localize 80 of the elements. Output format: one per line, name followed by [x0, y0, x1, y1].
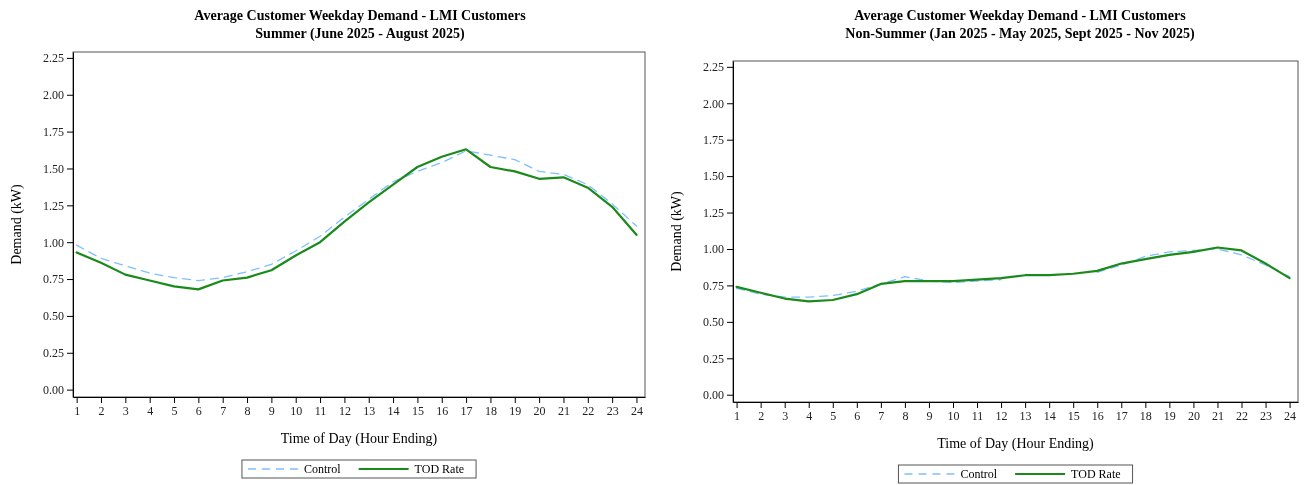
x-tick-label: 17	[1115, 408, 1128, 423]
chart-title: Average Customer Weekday Demand - LMI Customers	[194, 8, 527, 23]
chart-subtitle: Summer (June 2025 - August 2025)	[255, 26, 466, 42]
y-tick-label: 0.25	[43, 346, 64, 361]
x-tick-label: 14	[387, 403, 400, 418]
x-tick-label: 12	[338, 403, 351, 418]
x-tick-label: 11	[971, 408, 984, 423]
x-tick-label: 14	[1043, 408, 1056, 423]
y-tick-label: 1.25	[703, 205, 724, 220]
x-tick-label: 1	[74, 403, 81, 418]
x-tick-label: 4	[147, 403, 154, 418]
y-tick-label: 0.50	[43, 309, 64, 324]
x-tick-label: 6	[854, 408, 861, 423]
x-tick-label: 19	[1163, 408, 1176, 423]
x-tick-label: 18	[1139, 408, 1152, 423]
chart-subtitle: Non-Summer (Jan 2025 - May 2025, Sept 2025 - Nov 2025)	[845, 26, 1195, 42]
x-tick-label: 15	[411, 403, 424, 418]
x-tick-label: 9	[268, 403, 275, 418]
x-tick-label: 1	[734, 408, 741, 423]
x-tick-label: 23	[606, 403, 619, 418]
y-tick-label: 1.75	[703, 133, 724, 148]
x-tick-label: 8	[902, 408, 909, 423]
x-tick-label: 22	[582, 403, 595, 418]
y-tick-label: 1.00	[703, 242, 724, 257]
y-tick-label: 0.75	[703, 278, 724, 293]
legend-label: TOD Rate	[414, 462, 465, 476]
x-axis-title: Time of Day (Hour Ending)	[280, 431, 438, 447]
y-tick-label: 0.00	[703, 388, 724, 403]
x-tick-label: 24	[630, 403, 643, 418]
legend-label: Control	[303, 462, 342, 476]
x-tick-label: 4	[806, 408, 813, 423]
x-tick-label: 19	[509, 403, 522, 418]
x-tick-label: 5	[830, 408, 837, 423]
y-tick-label: 2.00	[703, 96, 724, 111]
x-tick-label: 5	[171, 403, 178, 418]
y-tick-label: 2.00	[43, 88, 64, 103]
y-tick-label: 1.75	[43, 124, 64, 139]
x-tick-label: 10	[290, 403, 303, 418]
x-tick-label: 13	[1019, 408, 1032, 423]
y-tick-label: 2.25	[43, 51, 64, 66]
y-tick-label: 0.25	[703, 351, 724, 366]
x-tick-label: 6	[195, 403, 202, 418]
x-tick-label: 12	[995, 408, 1008, 423]
x-tick-label: 22	[1236, 408, 1248, 423]
x-tick-label: 8	[244, 403, 251, 418]
legend-label: Control	[960, 467, 998, 481]
x-axis-title: Time of Day (Hour Ending)	[937, 436, 1095, 452]
x-tick-label: 2	[98, 403, 105, 418]
y-tick-label: 1.50	[703, 169, 724, 184]
x-tick-label: 20	[1187, 408, 1200, 423]
x-tick-label: 7	[220, 403, 227, 418]
x-tick-label: 3	[782, 408, 789, 423]
x-tick-label: 17	[460, 403, 473, 418]
y-tick-label: 1.00	[43, 235, 64, 250]
y-tick-label: 1.25	[43, 198, 64, 213]
y-tick-label: 2.25	[703, 60, 724, 75]
x-tick-label: 11	[314, 403, 327, 418]
x-tick-label: 10	[947, 408, 960, 423]
x-tick-label: 21	[557, 403, 570, 418]
legend-label: TOD Rate	[1071, 467, 1121, 481]
chart-title: Average Customer Weekday Demand - LMI Customers	[854, 8, 1187, 23]
x-tick-label: 9	[926, 408, 933, 423]
y-tick-label: 0.00	[43, 382, 64, 397]
x-tick-label: 23	[1260, 408, 1273, 423]
y-axis-title: Demand (kW)	[9, 183, 25, 265]
x-tick-label: 21	[1211, 408, 1224, 423]
x-tick-label: 3	[122, 403, 129, 418]
y-tick-label: 1.50	[43, 161, 64, 176]
x-tick-label: 2	[758, 408, 765, 423]
x-tick-label: 7	[878, 408, 885, 423]
x-tick-label: 20	[533, 403, 546, 418]
x-tick-label: 15	[1067, 408, 1080, 423]
x-tick-label: 13	[363, 403, 376, 418]
x-tick-label: 16	[436, 403, 449, 418]
x-tick-label: 24	[1284, 408, 1297, 423]
y-tick-label: 0.50	[703, 315, 724, 330]
x-tick-label: 18	[484, 403, 497, 418]
y-tick-label: 0.75	[43, 272, 64, 287]
x-tick-label: 16	[1091, 408, 1104, 423]
y-axis-title: Demand (kW)	[669, 190, 685, 272]
